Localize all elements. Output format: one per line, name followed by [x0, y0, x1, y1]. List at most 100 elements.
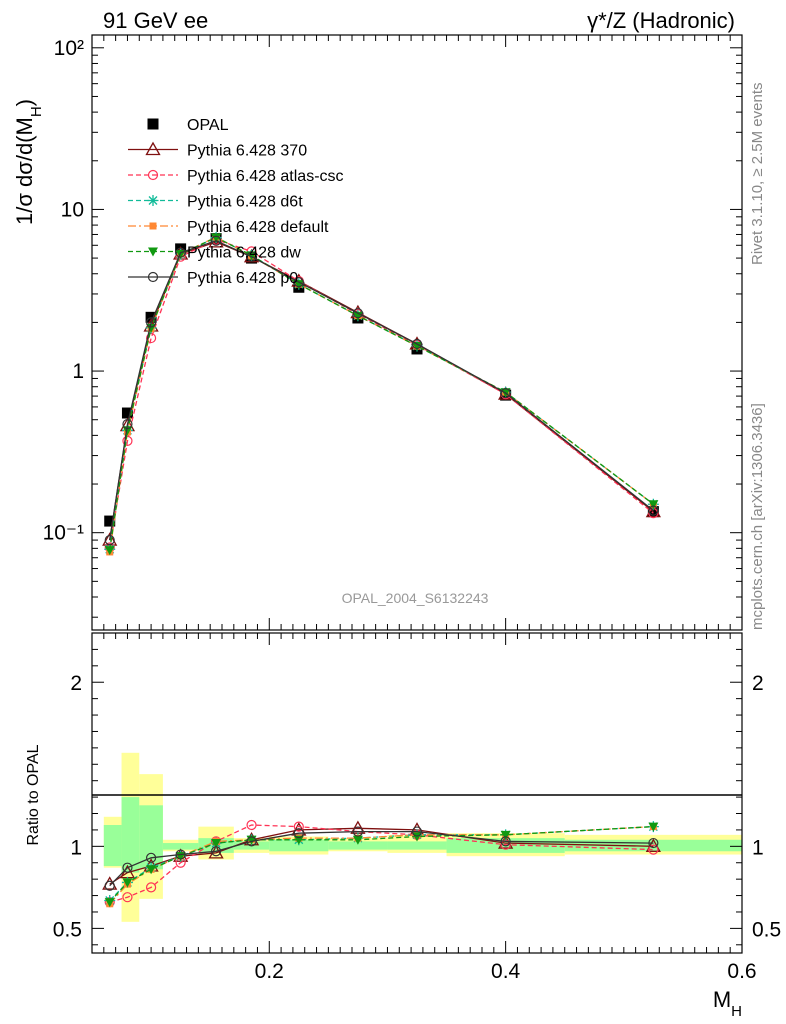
ratio-stat-band — [328, 841, 388, 850]
legend-label: Pythia 6.428 default — [187, 219, 329, 236]
main-point — [104, 546, 115, 556]
legend-marker — [147, 195, 159, 206]
mcplots-label: mcplots.cern.ch [arXiv:1306.3436] — [749, 403, 766, 630]
ratio-ytick-label-right: 1 — [752, 836, 764, 859]
ratio-xlabel: MH — [713, 987, 742, 1020]
main-point — [645, 503, 661, 518]
ratio-point — [104, 880, 115, 891]
legend-entry: Pythia 6.428 atlas-csc — [128, 168, 344, 185]
ratio-point — [293, 835, 304, 845]
ratio-series-4 — [104, 822, 659, 908]
legend-label: Pythia 6.428 dw — [187, 245, 301, 262]
legend-label: OPAL — [187, 117, 229, 134]
ratio-point — [122, 862, 133, 873]
main-point — [293, 280, 304, 290]
main-point — [211, 233, 222, 243]
svg-text:1/σ dσ/d(MH): 1/σ dσ/d(MH) — [12, 99, 45, 225]
legend-marker — [148, 247, 158, 257]
main-point — [104, 534, 115, 546]
main-point — [246, 251, 257, 261]
ratio-point — [211, 839, 222, 849]
ratio-point — [645, 838, 661, 852]
ratio-ytick-label: 2 — [70, 672, 82, 695]
legend-entry: Pythia 6.428 d6t — [128, 194, 303, 211]
legend-marker — [147, 271, 159, 283]
ratio-xtick-label: 0.4 — [491, 960, 521, 983]
ratio-point — [102, 876, 118, 890]
main-point — [104, 515, 116, 527]
ratio-point — [648, 837, 659, 849]
ratio-point — [246, 819, 257, 831]
legend-marker — [147, 118, 159, 130]
ratio-series-1 — [104, 819, 659, 908]
ratio-frame — [91, 632, 743, 954]
ratio-point — [122, 878, 133, 888]
ratio-stat-band — [121, 797, 140, 873]
legend-entry: Pythia 6.428 370 — [128, 141, 307, 160]
ratio-ylabel: Ratio to OPAL — [25, 744, 42, 845]
ratio-xtick-label: 0.6 — [727, 960, 756, 983]
legend-label: Pythia 6.428 370 — [187, 143, 307, 160]
ratio-ytick-label: 1 — [70, 836, 82, 859]
main-point — [500, 388, 511, 399]
main-point — [246, 251, 257, 262]
ratio-stat-band — [269, 839, 329, 852]
ratio-stat-band — [387, 841, 447, 850]
ratio-point — [104, 898, 115, 908]
main-point — [352, 308, 364, 319]
main-point — [145, 332, 157, 344]
main-point — [648, 500, 659, 510]
ratio-point — [145, 882, 157, 893]
main-ytick-label: 10² — [54, 37, 84, 60]
legend-entry: OPAL — [147, 117, 229, 134]
main-point — [175, 247, 186, 258]
main-series-6 — [104, 235, 659, 546]
ratio-ytick-label-right: 2 — [752, 672, 764, 695]
legend-entry: Pythia 6.428 p0 — [128, 270, 298, 287]
ratio-series-line-4 — [109, 825, 654, 903]
legend-label: Pythia 6.428 p0 — [187, 270, 298, 287]
main-ytick-label: 1 — [72, 360, 84, 383]
ratio-point — [210, 846, 222, 857]
legend-entry: Pythia 6.428 dw — [128, 245, 301, 262]
ratio-series-line-5 — [109, 830, 654, 887]
main-point — [122, 426, 133, 436]
main-ylabel: 1/σ dσ/d(MH) — [12, 99, 45, 225]
ratio-xtick-label: 0.2 — [255, 960, 284, 983]
main-panel: 10⁻¹ 1 10 10² — [43, 34, 743, 631]
ratio-point — [500, 830, 511, 840]
ratio-point — [498, 835, 514, 849]
ratio-stat-band — [103, 825, 122, 867]
ratio-panel: 0.5 0.5 1 1 2 2 0.2 0.4 0.6 — [53, 632, 781, 983]
main-point — [145, 317, 157, 328]
legend-label: Pythia 6.428 d6t — [187, 194, 303, 211]
main-point — [293, 277, 304, 288]
ratio-point — [352, 826, 364, 837]
ratio-series-line-1 — [109, 824, 654, 903]
legend: OPAL Pythia 6.428 370 Pythia 6.428 atlas-c… — [128, 117, 344, 287]
main-point — [411, 338, 423, 350]
right-title: γ*/Z (Hadronic) — [587, 8, 735, 33]
ratio-point — [293, 828, 304, 839]
ratio-stat-band — [162, 843, 199, 850]
ratio-point — [175, 849, 186, 860]
ratio-point — [122, 892, 133, 903]
legend-marker — [145, 141, 161, 156]
ratio-ytick-label-right: 0.5 — [752, 918, 781, 941]
ratio-series-2 — [104, 821, 659, 906]
main-ytick-label: 10⁻¹ — [43, 522, 84, 545]
main-series-line-6 — [109, 240, 654, 541]
ratio-point — [145, 852, 157, 863]
svg-text:MH: MH — [713, 987, 742, 1020]
ratio-point — [246, 836, 257, 847]
main-point — [412, 341, 422, 351]
ratio-stat-band — [139, 805, 163, 870]
analysis-watermark: OPAL_2004_S6132243 — [342, 590, 489, 606]
legend-marker — [149, 222, 157, 230]
ratio-point — [146, 865, 157, 875]
legend-entry: Pythia 6.428 default — [128, 219, 329, 236]
main-point — [122, 418, 133, 430]
ratio-point — [352, 835, 363, 845]
ratio-point — [411, 826, 423, 837]
